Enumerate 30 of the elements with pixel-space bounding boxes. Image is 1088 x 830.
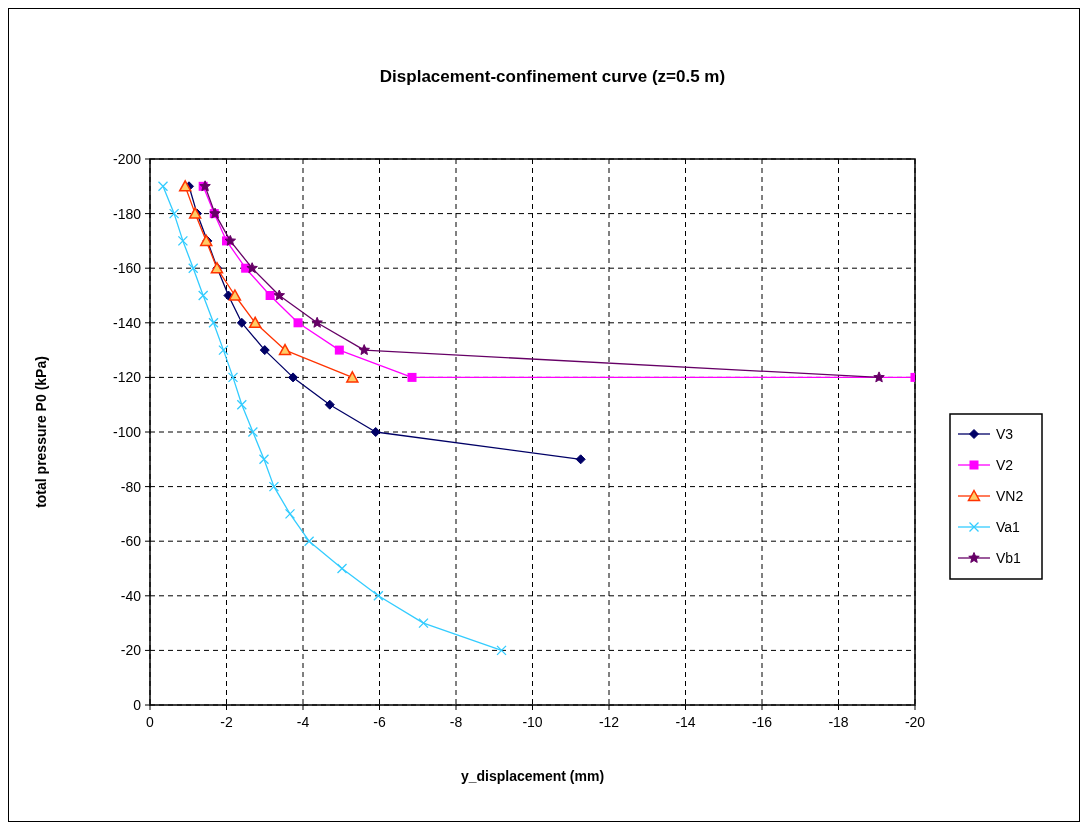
- x-tick-label: -16: [751, 714, 773, 730]
- x-tick-label: -8: [449, 714, 463, 730]
- x-tick-label: 0: [146, 714, 155, 730]
- x-axis-title: y_displacement (mm): [460, 768, 605, 784]
- legend-label: V2: [996, 457, 1014, 473]
- y-tick-label: -180: [112, 205, 142, 222]
- x-tick-label: -6: [373, 714, 386, 730]
- x-tick-label: -2: [220, 714, 233, 730]
- y-tick-label: 0: [133, 697, 142, 713]
- y-tick-label: -20: [120, 642, 142, 659]
- x-tick-label: -18: [828, 714, 849, 730]
- legend-label: Va1: [996, 519, 1021, 535]
- y-tick-label: -100: [112, 424, 142, 440]
- legend-label: Vb1: [996, 550, 1022, 566]
- x-tick-label: -4: [296, 714, 310, 730]
- chart-title: Displacement-confinement curve (z=0.5 m): [379, 67, 726, 86]
- y-axis-title: total pressure P0 (kPa): [33, 356, 49, 508]
- x-tick-label: -10: [522, 714, 543, 730]
- legend-label: VN2: [996, 488, 1024, 504]
- x-tick-label: -12: [598, 714, 620, 730]
- y-tick-label: -160: [112, 260, 142, 277]
- y-tick-label: -60: [120, 533, 142, 550]
- y-tick-label: -40: [120, 587, 142, 604]
- y-tick-label: -80: [120, 478, 142, 495]
- x-tick-label: -14: [675, 714, 696, 730]
- y-tick-label: -120: [112, 369, 142, 386]
- y-tick-label: -200: [112, 151, 142, 167]
- y-tick-label: -140: [112, 314, 142, 331]
- x-tick-label: -20: [904, 714, 926, 730]
- legend-label: V3: [996, 426, 1014, 442]
